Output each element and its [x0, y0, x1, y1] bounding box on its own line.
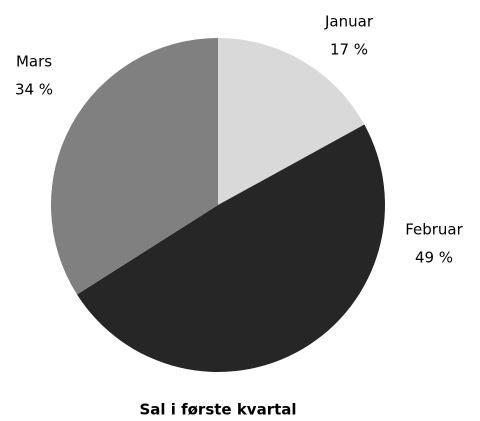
pie-slice: [51, 38, 218, 295]
pie-slice: [218, 38, 365, 205]
slice-label: Mars: [16, 53, 52, 71]
slice-value-label: 49 %: [415, 249, 453, 267]
slice-value-label: 34 %: [15, 81, 53, 99]
slice-value-label: 17 %: [330, 41, 368, 59]
chart-title: Sal i første kvartal: [139, 401, 296, 419]
slice-label: Januar: [324, 13, 374, 31]
slice-label: Februar: [405, 221, 463, 239]
pie-slice: [76, 124, 386, 373]
